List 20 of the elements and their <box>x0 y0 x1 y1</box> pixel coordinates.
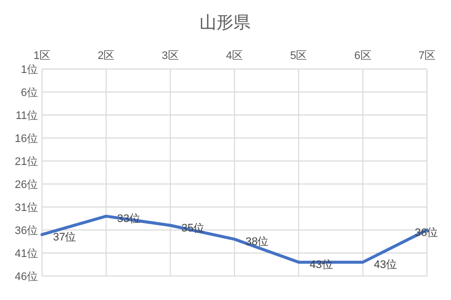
y-tick-label: 31位 <box>14 202 38 214</box>
x-tick-label: 7区 <box>418 50 436 62</box>
x-tick-label: 5区 <box>290 50 308 62</box>
data-label: 43位 <box>374 259 398 272</box>
y-tick-label: 46位 <box>14 271 38 283</box>
y-tick-label: 26位 <box>14 179 38 191</box>
x-tick-label: 4区 <box>226 50 244 62</box>
x-tick-label: 1区 <box>33 50 51 62</box>
x-tick-label: 3区 <box>162 50 179 62</box>
y-tick-label: 11位 <box>16 110 38 122</box>
x-tick-label: 6区 <box>354 50 372 62</box>
y-tick-label: 41位 <box>14 248 38 260</box>
y-tick-label: 1位 <box>20 64 38 76</box>
x-tick-label: 2区 <box>98 50 115 62</box>
y-tick-label: 21位 <box>14 156 38 168</box>
y-tick-label: 16位 <box>14 133 38 145</box>
y-tick-label: 6位 <box>20 87 38 99</box>
data-label: 37位 <box>53 232 76 244</box>
chart-title: 山形県 <box>200 13 250 32</box>
y-tick-label: 36位 <box>14 225 38 237</box>
